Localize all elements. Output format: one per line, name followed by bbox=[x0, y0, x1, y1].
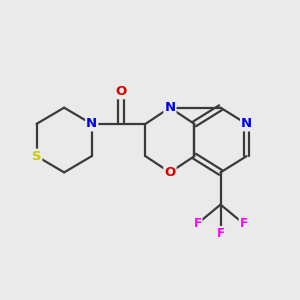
Text: O: O bbox=[164, 166, 175, 179]
Text: F: F bbox=[217, 227, 224, 240]
Text: N: N bbox=[86, 117, 97, 130]
Text: S: S bbox=[32, 150, 41, 163]
Text: F: F bbox=[194, 217, 202, 230]
Text: N: N bbox=[241, 117, 252, 130]
Text: N: N bbox=[164, 101, 175, 114]
Text: O: O bbox=[115, 85, 127, 98]
Text: F: F bbox=[239, 217, 247, 230]
